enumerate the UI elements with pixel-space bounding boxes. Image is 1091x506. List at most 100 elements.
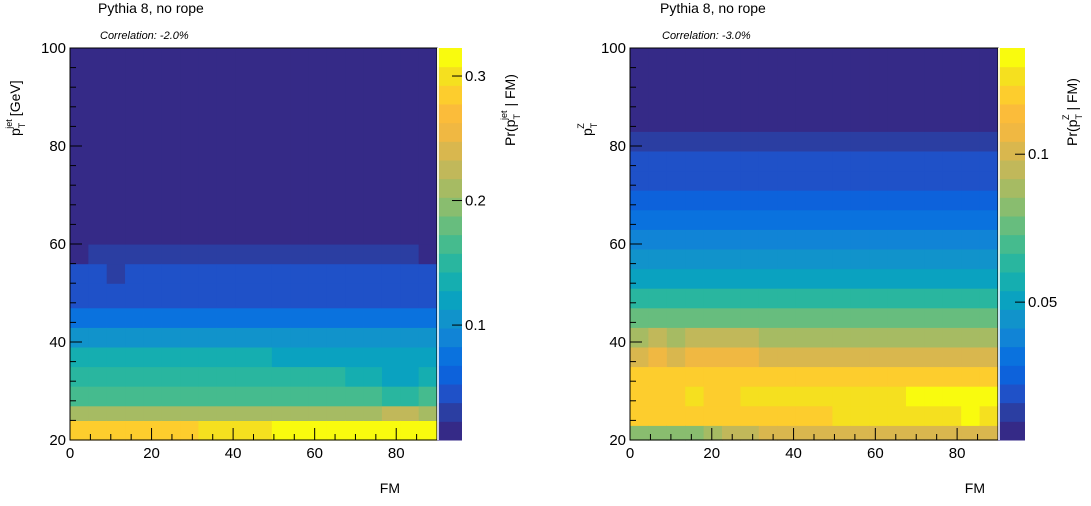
- heatmap-cell: [418, 263, 438, 284]
- heatmap-cell: [942, 346, 962, 368]
- heatmap-cell: [887, 229, 907, 250]
- heatmap-cell: [722, 190, 741, 211]
- heatmap-cell: [924, 248, 944, 270]
- heatmap-cell: [777, 48, 797, 132]
- heatmap-cell: [666, 386, 686, 407]
- heatmap-cell: [70, 346, 89, 368]
- heatmap-cell: [666, 170, 686, 191]
- heatmap-cell: [216, 244, 236, 265]
- heatmap-cell: [381, 420, 401, 441]
- heatmap-cell: [666, 327, 686, 348]
- heatmap-cell: [942, 366, 962, 387]
- heatmap-cell: [961, 288, 981, 309]
- heatmap-cell: [666, 190, 686, 211]
- heatmap-cell: [795, 268, 815, 289]
- heatmap-cell: [887, 327, 907, 348]
- heatmap-cell: [253, 405, 273, 421]
- heatmap-cell: [961, 307, 981, 328]
- heatmap-cell: [906, 48, 925, 132]
- colorbar-segment: [437, 384, 462, 404]
- heatmap-cell: [850, 190, 870, 211]
- heatmap-cell: [253, 244, 273, 265]
- heatmap-cell: [777, 288, 797, 309]
- heatmap-cell: [869, 386, 889, 407]
- heatmap-cell: [400, 48, 420, 245]
- heatmap-cell: [850, 170, 870, 191]
- colorbar-segment: [998, 178, 1025, 198]
- heatmap-cell: [253, 48, 273, 245]
- x-tick-label: 80: [949, 445, 966, 462]
- heatmap-cell: [106, 48, 126, 245]
- heatmap-cell: [400, 366, 420, 387]
- correlation-label: Correlation: -3.0%: [662, 30, 751, 42]
- y-tick-label: 60: [49, 236, 66, 253]
- heatmap-cell: [906, 346, 925, 368]
- y-axis-label-superscript: jet: [4, 119, 14, 130]
- heatmap-cell: [666, 48, 686, 132]
- y-axis-label-subscript: T: [17, 122, 27, 128]
- heatmap-cell: [850, 131, 870, 152]
- heatmap-cell: [942, 229, 962, 250]
- heatmap-cell: [795, 48, 815, 132]
- heatmap-cell: [271, 283, 291, 309]
- z-tick-label: 0.2: [465, 193, 486, 210]
- heatmap-cell: [906, 268, 925, 289]
- heatmap-cell: [345, 405, 365, 421]
- heatmap-cell: [125, 307, 144, 328]
- heatmap-cell: [961, 209, 981, 230]
- heatmap-cell: [143, 346, 163, 368]
- heatmap-cell: [906, 170, 925, 191]
- colorbar-segment: [437, 104, 462, 124]
- heatmap-cell: [777, 209, 797, 230]
- z-axis-label-subscript: T: [512, 114, 522, 120]
- heatmap-cell: [363, 263, 383, 284]
- heatmap-cell: [125, 420, 144, 441]
- heatmap-cell: [308, 420, 328, 441]
- heatmap-cell: [979, 425, 999, 441]
- heatmap-cell: [216, 263, 236, 284]
- heatmap-cell: [308, 307, 328, 328]
- z-axis-label-tail: | FM): [502, 74, 518, 106]
- z-axis-label: Pr(pTZ | FM): [1061, 78, 1084, 146]
- colorbar-segment: [998, 328, 1025, 348]
- heatmap-cell: [814, 288, 833, 309]
- heatmap-cell: [850, 150, 870, 172]
- heatmap-cell: [400, 386, 420, 407]
- heatmap-cell: [924, 150, 944, 172]
- heatmap-cell: [942, 386, 962, 407]
- heatmap-cell: [106, 263, 126, 284]
- heatmap-cell: [418, 346, 438, 368]
- heatmap-cell: [795, 366, 815, 387]
- heatmap-cell: [850, 366, 870, 387]
- heatmap-cell: [326, 244, 346, 265]
- heatmap-cell: [869, 131, 889, 152]
- heatmap-cell: [363, 283, 383, 309]
- heatmap-cell: [685, 209, 705, 230]
- heatmap-cell: [648, 170, 668, 191]
- heatmap-cell: [630, 209, 649, 230]
- x-axis-label: FM: [965, 480, 985, 496]
- colorbar-segment: [998, 141, 1025, 161]
- heatmap-cell: [363, 327, 383, 348]
- heatmap-cell: [924, 288, 944, 309]
- heatmap-cell: [345, 283, 365, 309]
- heatmap-cell: [869, 327, 889, 348]
- heatmap-cell: [777, 307, 797, 328]
- heatmap-cell: [924, 366, 944, 387]
- heatmap-cell: [106, 386, 126, 407]
- heatmap-cell: [758, 327, 778, 348]
- heatmap-cell: [740, 366, 760, 387]
- heatmap-cell: [198, 283, 218, 309]
- heatmap-cell: [143, 405, 163, 421]
- heatmap-cell: [88, 283, 108, 309]
- z-axis-label-head: Pr(p: [502, 119, 518, 146]
- heatmap-cell: [942, 327, 962, 348]
- heatmap-cell: [777, 386, 797, 407]
- heatmap-cell: [198, 307, 218, 328]
- heatmap-cell: [942, 425, 962, 441]
- heatmap-cell: [290, 346, 310, 368]
- heatmap-cell: [308, 386, 328, 407]
- heatmap-cell: [703, 386, 723, 407]
- heatmap-cell: [906, 229, 925, 250]
- heatmap-cell: [685, 346, 705, 368]
